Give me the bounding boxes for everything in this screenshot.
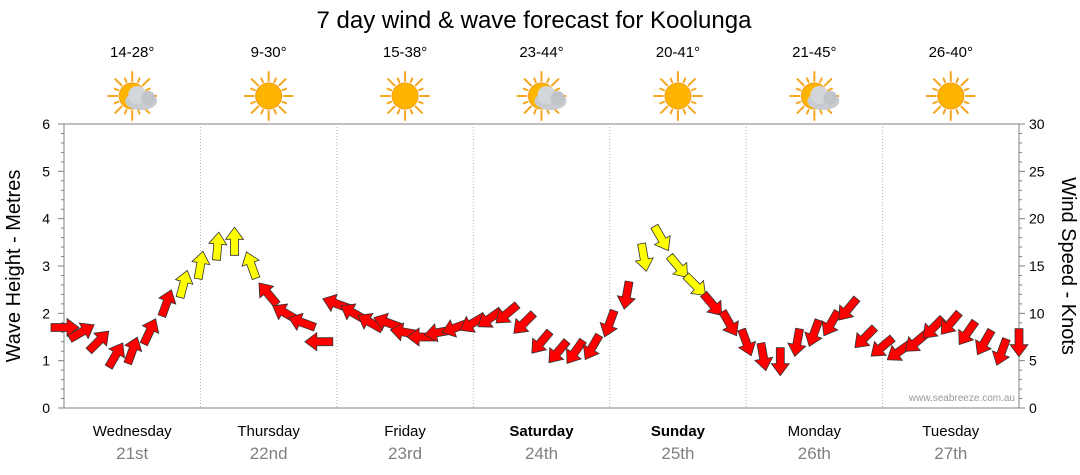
left-tick-label: 5 xyxy=(42,163,50,179)
wind-arrow xyxy=(682,272,707,296)
wave-height-axis: 0 1 2 3 4 5 6 xyxy=(42,116,64,416)
right-tick-label: 30 xyxy=(1029,116,1045,132)
wind-arrows xyxy=(50,223,1029,377)
wind-arrow xyxy=(854,324,879,349)
day-date-label: 27th xyxy=(934,444,967,463)
temperature-range-label: 21-45° xyxy=(792,44,836,61)
wind-arrow xyxy=(548,338,571,364)
wind-arrow xyxy=(174,269,194,299)
left-tick-label: 6 xyxy=(42,116,50,132)
wind-arrow xyxy=(123,336,143,366)
right-tick-label: 15 xyxy=(1029,258,1045,274)
wind-arrow xyxy=(616,280,636,310)
left-tick-label: 3 xyxy=(42,258,50,274)
right-tick-label: 20 xyxy=(1029,211,1045,227)
day-date-label: 25th xyxy=(661,444,694,463)
left-tick-label: 1 xyxy=(42,353,50,369)
right-tick-label: 5 xyxy=(1029,353,1037,369)
day-date-label: 22nd xyxy=(250,444,288,463)
wind-arrow xyxy=(157,289,177,318)
day-name-label: Wednesday xyxy=(93,423,172,440)
left-tick-label: 2 xyxy=(42,305,50,321)
left-axis-title: Wave Height - Metres xyxy=(3,170,25,363)
temperature-range-label: 14-28° xyxy=(110,44,154,61)
wind-arrow xyxy=(634,242,654,272)
right-tick-label: 10 xyxy=(1029,305,1045,321)
day-date-label: 24th xyxy=(525,444,558,463)
temperature-range-label: 9-30° xyxy=(251,44,287,61)
wind-arrow xyxy=(241,251,261,281)
day-date-label: 23rd xyxy=(388,444,422,463)
wind-arrow xyxy=(870,334,896,357)
temperature-range-label: 23-44° xyxy=(519,44,563,61)
wind-arrow xyxy=(700,290,723,316)
wind-arrow xyxy=(718,308,739,337)
wind-arrow xyxy=(991,337,1011,366)
plot-area xyxy=(63,123,1020,409)
wind-arrow xyxy=(975,327,996,356)
wind-arrow xyxy=(1009,328,1029,358)
wind-arrow xyxy=(513,310,537,334)
daily-temperatures: 14-28° 9-30° 15-38° 23-44° 20-41° 21-45° 26-40… xyxy=(110,44,973,61)
wind-arrow xyxy=(770,347,791,377)
wind-arrow xyxy=(566,337,587,365)
wind-arrow xyxy=(737,327,757,357)
wind-arrow xyxy=(67,322,95,343)
wind-arrow xyxy=(191,250,211,280)
day-name-label: Saturday xyxy=(509,423,574,440)
temperature-range-label: 15-38° xyxy=(383,44,427,61)
wind-arrow xyxy=(85,330,110,355)
weather-icons xyxy=(107,71,976,121)
wind-arrow xyxy=(104,342,125,370)
day-name-label: Sunday xyxy=(651,423,706,440)
wind-arrow xyxy=(50,317,80,338)
wind-arrow xyxy=(304,331,334,352)
wind-arrow xyxy=(258,282,281,308)
left-tick-label: 4 xyxy=(42,211,50,227)
wind-arrow xyxy=(754,341,774,372)
wind-arrow xyxy=(958,318,980,346)
left-tick-label: 0 xyxy=(42,400,50,416)
credit-text: www.seabreeze.com.au xyxy=(908,393,1015,404)
sun-icon xyxy=(652,71,703,121)
partly-cloudy-icon xyxy=(516,71,567,121)
wind-arrow xyxy=(207,231,228,261)
day-labels: Wednesday 21st Thursday 22nd Friday 23rd Satur… xyxy=(93,423,980,463)
plot-border xyxy=(63,123,1020,409)
wind-arrow xyxy=(821,308,842,337)
partly-cloudy-icon xyxy=(789,71,840,121)
day-name-label: Tuesday xyxy=(922,423,979,440)
wind-arrow xyxy=(582,332,604,361)
wind-arrow xyxy=(650,223,671,252)
wind-arrow xyxy=(838,295,861,321)
wind-arrow xyxy=(139,318,160,347)
sun-icon xyxy=(380,71,431,121)
wind-arrow xyxy=(224,226,245,256)
wind-arrow xyxy=(804,318,824,348)
right-axis-title: Wind Speed - Knots xyxy=(1057,177,1079,355)
wind-arrow xyxy=(599,308,619,338)
day-date-label: 26th xyxy=(798,444,831,463)
day-name-label: Thursday xyxy=(237,423,300,440)
sun-icon xyxy=(243,71,294,121)
day-date-label: 21st xyxy=(116,444,148,463)
wind-arrow xyxy=(288,312,317,332)
day-name-label: Friday xyxy=(384,423,426,440)
wind-arrow xyxy=(787,327,807,358)
wind-arrow xyxy=(665,252,688,279)
wind-arrow xyxy=(922,314,947,339)
sun-icon xyxy=(925,71,976,121)
wind-arrow xyxy=(495,301,521,324)
day-name-label: Monday xyxy=(788,423,842,440)
temperature-range-label: 26-40° xyxy=(929,44,973,61)
chart-title: 7 day wind & wave forecast for Koolunga xyxy=(317,7,753,34)
wind-speed-axis: 0 5 10 15 20 25 30 xyxy=(1019,116,1045,416)
right-tick-label: 0 xyxy=(1029,400,1037,416)
partly-cloudy-icon xyxy=(107,71,158,121)
wind-arrow xyxy=(531,328,554,354)
right-tick-label: 25 xyxy=(1029,163,1045,179)
temperature-range-label: 20-41° xyxy=(656,44,700,61)
wind-arrow xyxy=(940,309,963,335)
